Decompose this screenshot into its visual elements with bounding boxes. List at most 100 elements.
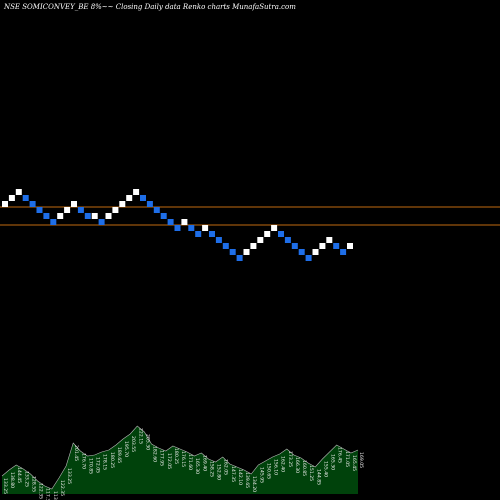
renko-brick-down — [215, 237, 222, 243]
price-label: 165.30 — [330, 454, 336, 470]
renko-brick-down — [140, 195, 146, 201]
renko-brick-up — [257, 237, 264, 243]
price-label: 180.25 — [109, 452, 115, 468]
renko-brick-down — [195, 231, 202, 237]
price-label: 152.80 — [216, 464, 222, 480]
renko-brick-up — [91, 213, 98, 219]
price-label: 169.05 — [358, 452, 364, 468]
price-label: 169.40 — [201, 455, 207, 471]
renko-brick-down — [229, 249, 236, 255]
price-label: 113.05 — [52, 491, 58, 500]
volume-area — [2, 426, 358, 494]
renko-brick-up — [8, 195, 15, 201]
renko-brick-down — [43, 213, 50, 219]
price-label: 158.25 — [208, 461, 214, 477]
chart-title: NSE SOMICONVEY_BE 8%~~ Closing Daily dat… — [4, 3, 296, 11]
price-label: 150.65 — [265, 463, 271, 479]
renko-brick-up — [112, 207, 119, 213]
renko-brick-down — [174, 225, 181, 231]
price-label: 171.05 — [344, 451, 350, 467]
renko-brick-up — [126, 195, 133, 201]
renko-brick-up — [319, 243, 326, 249]
renko-brick-up — [133, 189, 140, 195]
price-label: 176.45 — [337, 447, 343, 463]
price-label: 122.35 — [59, 480, 65, 496]
renko-brick-up — [181, 219, 188, 225]
price-label: 173.25 — [287, 451, 293, 467]
price-label: 203.55 — [130, 436, 136, 452]
price-label: 155.40 — [322, 461, 328, 477]
renko-brick-down — [188, 225, 195, 231]
renko-brick-down — [22, 195, 29, 201]
renko-brick-down — [278, 231, 284, 237]
price-label: 171.60 — [187, 454, 193, 470]
price-label: 122.35 — [38, 483, 44, 499]
renko-brick-up — [312, 249, 319, 255]
price-label: 201.45 — [73, 445, 79, 461]
price-label: 138.80 — [9, 472, 15, 488]
renko-brick-down — [333, 243, 340, 249]
renko-brick-up — [119, 201, 126, 207]
price-label: 142.10 — [237, 469, 243, 485]
price-label: 134.20 — [251, 476, 257, 492]
price-label: 222.15 — [137, 428, 143, 444]
renko-brick-up — [347, 243, 353, 249]
price-label: 144.85 — [315, 469, 321, 485]
renko-brick-down — [222, 243, 229, 249]
renko-brick-up — [57, 213, 64, 219]
renko-brick-down — [160, 213, 167, 219]
price-label: 133.25 — [2, 478, 8, 494]
renko-brick-up — [271, 225, 278, 231]
price-label: 178.15 — [102, 454, 108, 470]
price-label: 165.45 — [351, 455, 357, 471]
renko-brick-down — [77, 207, 84, 213]
renko-brick-up — [2, 201, 8, 207]
price-label: 162.05 — [223, 459, 229, 475]
price-label: 139.65 — [244, 472, 250, 488]
renko-brick-down — [36, 207, 43, 213]
price-label: 145.95 — [258, 467, 264, 483]
price-label: 180.25 — [173, 448, 179, 464]
renko-brick-up — [250, 243, 257, 249]
renko-brick-down — [50, 219, 57, 225]
renko-brick-up — [15, 189, 22, 195]
renko-brick-up — [243, 249, 250, 255]
renko-brick-down — [84, 213, 91, 219]
renko-brick-down — [236, 255, 243, 261]
price-label: 172.05 — [95, 457, 101, 473]
renko-brick-down — [167, 219, 174, 225]
renko-brick-up — [71, 201, 77, 207]
renko-brick-down — [146, 201, 153, 207]
renko-brick-up — [105, 213, 112, 219]
price-label: 166.30 — [294, 457, 300, 473]
price-label: 176.15 — [180, 451, 186, 467]
renko-brick-down — [291, 243, 298, 249]
price-label: 170.85 — [87, 458, 93, 474]
price-label: 195.70 — [123, 441, 129, 457]
price-label: 117.30 — [45, 488, 51, 500]
renko-brick-up — [264, 231, 271, 237]
price-label: 177.95 — [159, 450, 165, 466]
renko-brick-down — [284, 237, 291, 243]
renko-brick-up — [202, 225, 209, 231]
price-label: 144.45 — [16, 467, 22, 483]
renko-brick-down — [29, 201, 36, 207]
price-label: 189.65 — [116, 447, 122, 463]
price-label: 176.70 — [80, 453, 86, 469]
renko-brick-down — [298, 249, 305, 255]
renko-brick-down — [305, 255, 312, 261]
price-label: 165.30 — [194, 458, 200, 474]
price-label: 128.55 — [30, 476, 36, 492]
price-label: 133.25 — [66, 468, 72, 484]
renko-brick-down — [98, 219, 105, 225]
renko-brick-down — [153, 207, 160, 213]
volume-outline — [1, 425, 359, 490]
price-label: 160.85 — [301, 460, 307, 476]
renko-brick-down — [340, 249, 347, 255]
price-label: 147.35 — [230, 466, 236, 482]
price-label: 172.05 — [166, 453, 172, 469]
price-label: 205.30 — [144, 434, 150, 450]
renko-brick-up — [326, 237, 333, 243]
